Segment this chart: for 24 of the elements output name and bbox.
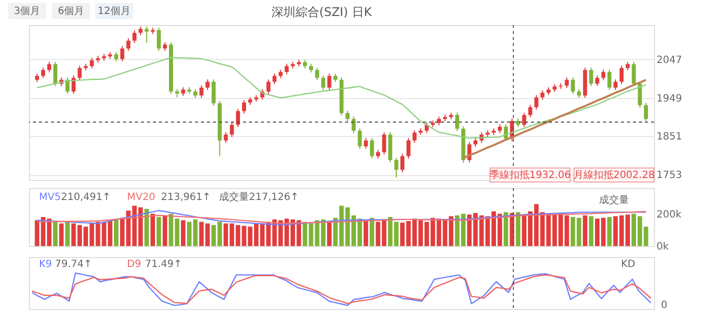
annotation: 月線扣抵2002.28	[573, 169, 655, 181]
y-tick-label: 1851	[656, 132, 682, 143]
text: K9	[39, 259, 52, 270]
y-tick-label: 2047	[656, 54, 682, 66]
annotation: 210,491↑	[61, 192, 111, 203]
annotation: 213,961↑	[161, 192, 211, 203]
annotation: 成交量217,126↑	[219, 191, 299, 203]
y-tick-label: 1753	[656, 170, 682, 182]
text: 79.74↑	[55, 259, 92, 270]
text: 3個月	[14, 6, 40, 17]
text: 71.49↑	[145, 259, 182, 270]
text: 6個月	[58, 6, 84, 17]
series-label: D9	[127, 259, 142, 270]
y-tick-label: 0k	[656, 242, 669, 252]
y-tick-label: 1949	[656, 93, 682, 104]
y-tick-label: 200k	[656, 209, 682, 220]
annotation: 成交量	[599, 194, 629, 206]
annotation: 季線扣抵1932.06	[489, 169, 571, 181]
text: 0	[661, 300, 668, 311]
series-label: MV5	[39, 192, 61, 203]
series-label: MV20	[127, 192, 156, 203]
chart-title: 深圳綜合(SZI) 日K	[271, 5, 373, 19]
text: 12個月	[98, 6, 130, 17]
text: KD	[621, 259, 636, 270]
